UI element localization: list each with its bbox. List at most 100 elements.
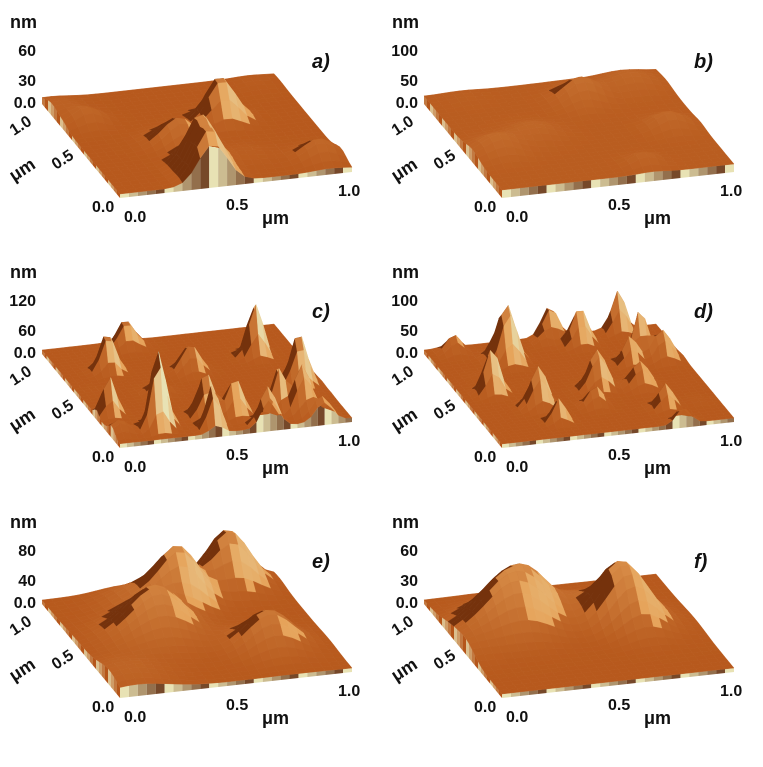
surface-skirt-front [147, 683, 156, 695]
x-tick-mid: 0.5 [608, 447, 630, 464]
x-tick-mid: 0.5 [226, 197, 248, 214]
surface-skirt-front [229, 431, 236, 436]
surface-skirt-side [45, 99, 48, 111]
surface-skirt-front [627, 174, 636, 184]
surface-skirt-front [291, 424, 298, 429]
surface-skirt-side [451, 624, 454, 640]
x-tick-mid: 0.5 [608, 197, 630, 214]
z-tick-mid: 50 [400, 73, 418, 90]
y-tick-zero: 0.0 [92, 699, 114, 716]
x-tick-end: 1.0 [720, 433, 742, 450]
surface-3d [424, 69, 734, 198]
surface-skirt-front [725, 164, 734, 173]
y-tick-mid: 0.5 [49, 397, 77, 423]
panel-label: d) [694, 301, 713, 323]
afm-surface-plot: nm 60 30 0.0 1.0 0.5 μm 0.0 0.0 0.5 1.0 … [0, 12, 381, 267]
surface-skirt-front [165, 684, 174, 693]
surface-skirt-front [663, 171, 672, 180]
surface-skirt-side [102, 663, 105, 679]
y-tick-top: 1.0 [7, 363, 35, 389]
surface-skirt-front [174, 684, 183, 692]
surface-skirt-front [547, 184, 556, 193]
surface-skirt-side [99, 662, 102, 677]
surface-skirt-front [582, 180, 591, 189]
y-tick-top: 1.0 [7, 113, 35, 139]
surface-skirt-side [106, 425, 108, 434]
afm-surface-plot: nm 100 50 0.0 1.0 0.5 μm 0.0 0.0 0.5 1.0… [382, 12, 763, 267]
surface-skirt-side [48, 100, 51, 115]
panel-label: e) [312, 551, 330, 573]
surface-skirt-front [156, 683, 165, 694]
z-tick-top: 120 [9, 293, 36, 310]
y-tick-top: 1.0 [389, 113, 417, 139]
y-axis-unit: μm [5, 154, 39, 185]
x-tick-start: 0.0 [506, 209, 528, 226]
surface-skirt-front [120, 686, 129, 698]
surface-skirt-front [556, 183, 565, 192]
surface-skirt-front [645, 172, 654, 182]
surface-3d [424, 561, 734, 698]
surface-skirt-front [680, 169, 689, 178]
surface-skirt-front [564, 182, 573, 191]
surface-skirt-side [448, 622, 451, 637]
x-tick-end: 1.0 [338, 183, 360, 200]
surface-skirt-front [345, 418, 352, 423]
z-tick-top: 60 [18, 43, 36, 60]
afm-panel-c: nm 120 60 0.0 1.0 0.5 μm 0.0 0.0 0.5 1.0… [0, 262, 381, 517]
z-axis-unit: nm [392, 12, 419, 32]
z-axis-unit: nm [392, 262, 419, 282]
surface-skirt-front [700, 421, 707, 426]
surface-skirt-front [573, 181, 582, 190]
surface-skirt-front [134, 442, 141, 447]
panel-label: c) [312, 301, 330, 323]
y-axis-unit: μm [5, 404, 39, 435]
surface-skirt-side [95, 409, 97, 420]
surface-skirt-front [529, 186, 538, 195]
x-axis-unit: μm [644, 458, 671, 478]
surface-skirt-front [672, 170, 681, 179]
surface-skirt-front [538, 185, 547, 194]
z-axis-unit: nm [10, 262, 37, 282]
surface-skirt-front [600, 178, 609, 187]
surface-skirt-front [707, 166, 716, 175]
z-tick-zero: 0.0 [14, 595, 36, 612]
surface-skirt-front [254, 178, 263, 183]
afm-panel-d: nm 100 50 0.0 1.0 0.5 μm 0.0 0.0 0.5 1.0… [382, 262, 763, 517]
x-axis-unit: μm [644, 208, 671, 228]
surface-skirt-side [109, 425, 111, 437]
z-tick-zero: 0.0 [14, 95, 36, 112]
x-tick-start: 0.0 [124, 709, 146, 726]
y-tick-top: 1.0 [389, 363, 417, 389]
surface-skirt-front [689, 168, 698, 177]
x-axis-unit: μm [262, 208, 289, 228]
surface-skirt-front [138, 684, 147, 696]
surface-skirt-front [191, 684, 200, 690]
y-tick-zero: 0.0 [92, 199, 114, 216]
afm-panel-a: nm 60 30 0.0 1.0 0.5 μm 0.0 0.0 0.5 1.0 … [0, 12, 381, 267]
surface-skirt-side [457, 629, 460, 647]
surface-skirt-front [618, 176, 627, 185]
x-tick-mid: 0.5 [226, 697, 248, 714]
x-axis-unit: μm [262, 458, 289, 478]
surface-skirt-front [502, 189, 511, 198]
z-tick-mid: 50 [400, 323, 418, 340]
y-tick-zero: 0.0 [474, 449, 496, 466]
z-tick-top: 80 [18, 543, 36, 560]
surface-3d [424, 291, 734, 448]
z-tick-zero: 0.0 [14, 345, 36, 362]
x-tick-end: 1.0 [720, 183, 742, 200]
afm-panel-f: nm 60 30 0.0 1.0 0.5 μm 0.0 0.0 0.5 1.0 … [382, 512, 763, 767]
afm-panel-b: nm 100 50 0.0 1.0 0.5 μm 0.0 0.0 0.5 1.0… [382, 12, 763, 267]
surface-skirt-front [216, 426, 223, 438]
y-tick-zero: 0.0 [474, 199, 496, 216]
y-tick-mid: 0.5 [49, 647, 77, 673]
afm-surface-plot: nm 120 60 0.0 1.0 0.5 μm 0.0 0.0 0.5 1.0… [0, 262, 381, 517]
surface-skirt-front [591, 179, 600, 188]
x-tick-end: 1.0 [338, 433, 360, 450]
y-axis-unit: μm [387, 154, 421, 185]
x-tick-start: 0.0 [506, 459, 528, 476]
x-tick-start: 0.0 [124, 209, 146, 226]
afm-panel-e: nm 80 40 0.0 1.0 0.5 μm 0.0 0.0 0.5 1.0 … [0, 512, 381, 767]
afm-surface-plot: nm 100 50 0.0 1.0 0.5 μm 0.0 0.0 0.5 1.0… [382, 262, 763, 517]
surface-skirt-front [716, 165, 725, 174]
